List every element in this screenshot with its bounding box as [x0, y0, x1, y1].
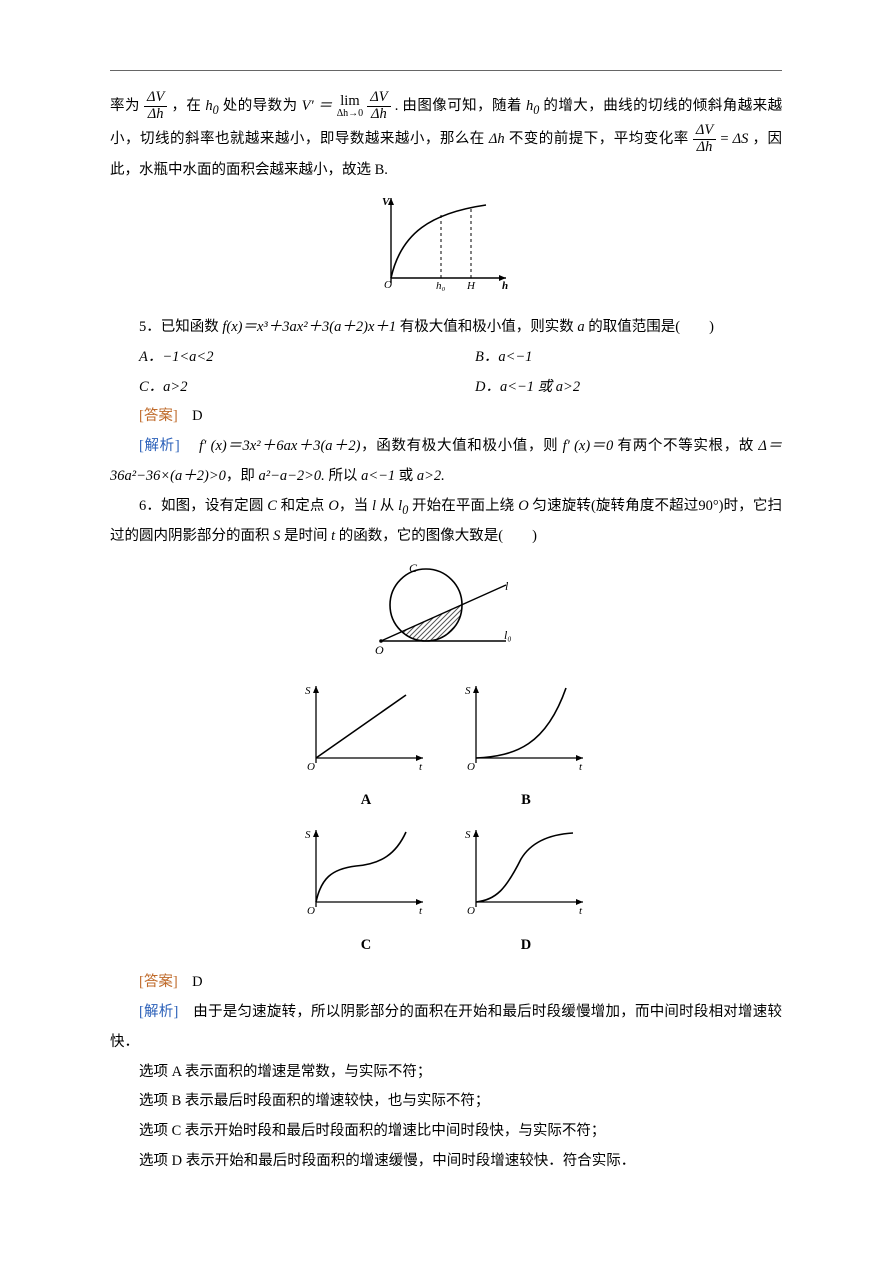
q6-optB-graph: O t S B: [461, 680, 591, 816]
answer-label: [答案]: [139, 408, 178, 424]
q6-answer: [答案] D: [110, 968, 782, 998]
svg-text:O: O: [307, 761, 315, 773]
q5-answer: [答案] D: [110, 402, 782, 432]
q6-circle-figure: O C l l₀: [110, 560, 782, 672]
svg-text:O: O: [467, 905, 475, 917]
fraction-dv-dh-3: ΔVΔh: [693, 123, 716, 156]
svg-text:S: S: [305, 829, 311, 841]
svg-text:t: t: [419, 761, 423, 773]
svg-text:C: C: [409, 561, 418, 575]
svg-text:O: O: [467, 761, 475, 773]
svg-text:O: O: [384, 279, 392, 291]
svg-text:S: S: [465, 685, 471, 697]
text: 率为: [110, 98, 140, 114]
q6-options-row1: O t S A O t S B: [110, 680, 782, 816]
text: 处的导数为: [223, 98, 302, 114]
limit: limΔh→0: [337, 94, 363, 119]
q6-optA-graph: O t S A: [301, 680, 431, 816]
q5-options-row1: A．−1<a<2 B．a<−1: [110, 343, 782, 373]
svg-text:S: S: [305, 685, 311, 697]
q6-analysis-4: 选项 C 表示开始时段和最后时段面积的增速比中间时段快，与实际不符；: [110, 1117, 782, 1147]
q5-options-row2: C．a>2 D．a<−1 或 a>2: [110, 373, 782, 403]
var-h0: h0: [205, 98, 218, 114]
q6-options-row2: O t S C O t S D: [110, 824, 782, 960]
q4-figure: O h₀ H h V: [110, 193, 782, 305]
svg-text:t: t: [579, 905, 583, 917]
q5-optC: C．a>2: [110, 373, 446, 403]
label-D: D: [461, 931, 591, 961]
var-h0-2: h0: [526, 98, 539, 114]
label-C: C: [301, 931, 431, 961]
q6-circle-svg: O C l l₀: [366, 560, 526, 660]
q5-optA: A．−1<a<2: [110, 343, 446, 373]
fraction-dv-dh: ΔVΔh: [144, 90, 167, 123]
analysis-label: [解析]: [139, 438, 180, 454]
q6-analysis-3: 选项 B 表示最后时段面积的增速较快，也与实际不符；: [110, 1087, 782, 1117]
text: ，在: [171, 98, 205, 114]
svg-text:O: O: [307, 905, 315, 917]
svg-text:t: t: [419, 905, 423, 917]
q6-analysis-1: [解析] 由于是匀速旋转，所以阴影部分的面积在开始和最后时段缓慢增加，而中间时段…: [110, 998, 782, 1057]
page-top-rule: [110, 70, 782, 71]
q4-explanation-line1: 率为 ΔVΔh ，在 h0 处的导数为 V′ ＝ limΔh→0 ΔVΔh . …: [110, 90, 782, 185]
expr-vprime: V′ ＝: [302, 98, 337, 114]
svg-text:l: l: [505, 579, 509, 593]
svg-text:O: O: [375, 643, 384, 657]
label-A: A: [301, 786, 431, 816]
q6-analysis-2: 选项 A 表示面积的增速是常数，与实际不符；: [110, 1058, 782, 1088]
svg-text:h: h: [502, 280, 508, 292]
text: 不变的前提下，平均变化率: [509, 131, 689, 147]
svg-text:t: t: [579, 761, 583, 773]
q6-stem: 6．如图，设有定圆 C 和定点 O，当 l 从 l0 开始在平面上绕 O 匀速旋…: [110, 492, 782, 552]
svg-text:H: H: [466, 280, 476, 292]
fraction-dv-dh-2: ΔVΔh: [367, 90, 390, 123]
svg-text:h₀: h₀: [436, 280, 446, 292]
q4-curve-svg: O h₀ H h V: [376, 193, 516, 293]
q6-optD-graph: O t S D: [461, 824, 591, 960]
svg-text:S: S: [465, 829, 471, 841]
var-ds: ΔS: [733, 131, 749, 147]
svg-text:l₀: l₀: [504, 628, 512, 642]
q6-analysis-5: 选项 D 表示开始和最后时段面积的增速缓慢，中间时段增速较快．符合实际．: [110, 1147, 782, 1177]
q5-optB: B．a<−1: [446, 343, 782, 373]
label-B: B: [461, 786, 591, 816]
answer-label: [答案]: [139, 974, 178, 990]
q5-analysis: [解析] f′ (x)＝3x²＋6ax＋3(a＋2)，函数有极大值和极小值，则 …: [110, 432, 782, 491]
var-dh: Δh: [489, 131, 505, 147]
text: . 由图像可知，随着: [395, 98, 526, 114]
q5-optD: D．a<−1 或 a>2: [446, 373, 782, 403]
q6-optC-graph: O t S C: [301, 824, 431, 960]
text: =: [720, 131, 732, 147]
analysis-label: [解析]: [139, 1004, 178, 1020]
q5-stem: 5．已知函数 f(x)＝x³＋3ax²＋3(a＋2)x＋1 有极大值和极小值，则…: [110, 313, 782, 343]
